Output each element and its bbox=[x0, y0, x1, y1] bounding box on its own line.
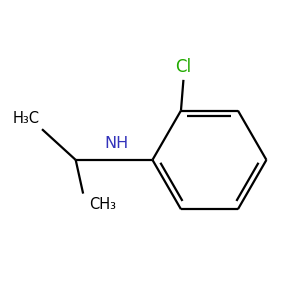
Text: CH₃: CH₃ bbox=[89, 197, 116, 212]
Text: Cl: Cl bbox=[176, 58, 191, 76]
Text: NH: NH bbox=[105, 136, 129, 152]
Text: H₃C: H₃C bbox=[13, 111, 40, 126]
